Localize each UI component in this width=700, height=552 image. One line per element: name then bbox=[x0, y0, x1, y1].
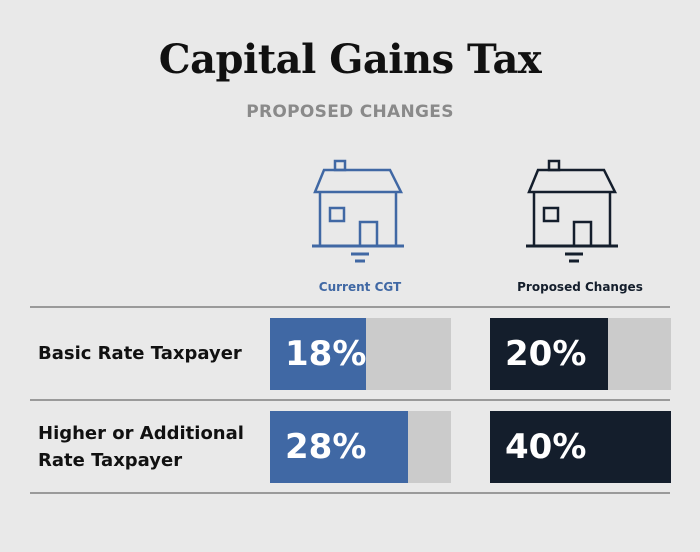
category-label-higher: Higher or Additional Rate Taxpayer bbox=[38, 423, 244, 471]
bar-proposed-higher bbox=[490, 411, 671, 483]
bar-label: 20% bbox=[505, 334, 587, 374]
legend-current-cgt: Current CGT bbox=[318, 280, 402, 294]
legend-proposed-changes: Proposed Changes bbox=[517, 280, 643, 294]
bar-label: 18% bbox=[285, 334, 367, 374]
house-icon bbox=[312, 159, 404, 263]
bar-track: 20% bbox=[490, 318, 671, 390]
bar-label: 40% bbox=[505, 427, 587, 467]
category-label-basic: Basic Rate Taxpayer bbox=[38, 343, 242, 364]
page-title: Capital Gains Tax bbox=[158, 36, 542, 83]
bar-current-basic bbox=[270, 318, 366, 390]
divider bbox=[30, 399, 670, 401]
page-subtitle: PROPOSED CHANGES bbox=[246, 102, 454, 122]
house-icon bbox=[526, 159, 618, 263]
bar-current-higher bbox=[270, 411, 408, 483]
bar-track: 28% bbox=[270, 411, 451, 483]
bar-track: 18% bbox=[270, 318, 451, 390]
divider bbox=[30, 492, 670, 494]
bar-label: 28% bbox=[285, 427, 367, 467]
bar-track: 40% bbox=[490, 411, 671, 483]
bar-proposed-basic bbox=[490, 318, 608, 390]
divider bbox=[30, 306, 670, 308]
